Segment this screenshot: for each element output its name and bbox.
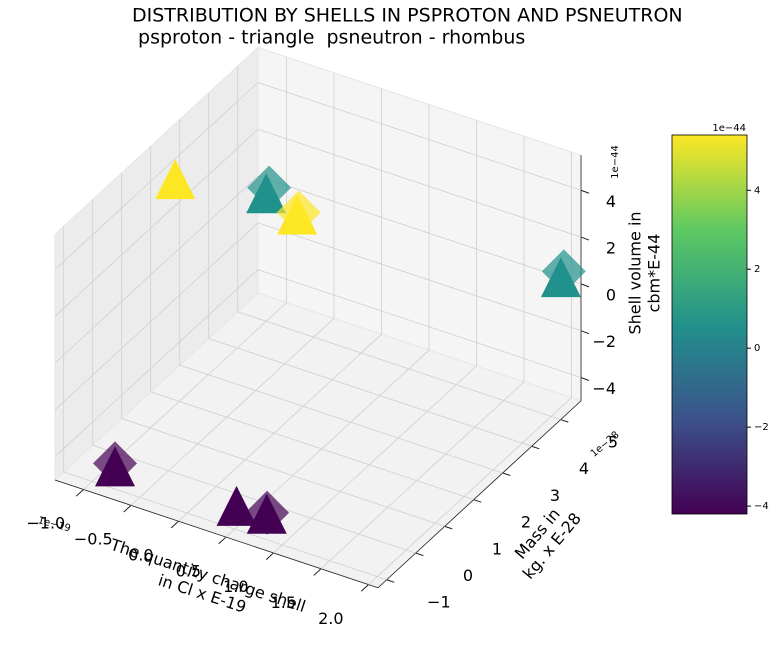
- y-tick-mark: [560, 419, 569, 423]
- chart-title: DISTRIBUTION BY SHELLS IN PSPROTON AND P…: [132, 5, 683, 27]
- colorbar: [671, 134, 748, 515]
- x-tick-label: 0.5: [176, 561, 201, 580]
- grid-line: [257, 269, 582, 378]
- y-tick-label: −1: [427, 593, 451, 612]
- y-tick-mark: [531, 445, 540, 450]
- z-tick-mark: [580, 377, 590, 381]
- y-tick-label: 1: [492, 539, 502, 558]
- grid-line: [54, 82, 259, 270]
- x-tick-mark: [360, 584, 369, 592]
- z-label-line: Shell volume in: [626, 211, 645, 334]
- x-tick-label: 2.0: [318, 609, 343, 628]
- y-tick-label: 4: [579, 459, 589, 478]
- z-tick-label: −4: [592, 379, 616, 398]
- z-label-line: cbm*E-44: [645, 234, 664, 313]
- rhombus-marker: [247, 165, 292, 210]
- x-tick-mark: [170, 520, 179, 529]
- y-tick-label: 2: [521, 513, 531, 532]
- triangle-marker: [216, 485, 257, 526]
- colorbar-tick-label: −2: [754, 422, 769, 433]
- axis-line: [377, 400, 582, 589]
- rhombus-marker: [276, 190, 321, 235]
- rhombus-marker: [541, 249, 586, 294]
- z-tick-label: 4: [606, 192, 616, 211]
- grid-line: [54, 269, 259, 457]
- x-tick-label: −1.0: [26, 514, 65, 533]
- colorbar-tick-label: −4: [754, 501, 769, 512]
- y-tick-label: 3: [550, 486, 560, 505]
- y-axis-label: Mass in kg. x E-28: [511, 505, 585, 583]
- colorbar-tick-label: 0: [754, 343, 760, 354]
- grid-line: [257, 175, 582, 285]
- axis-line: [54, 479, 379, 589]
- x-tick-mark: [265, 552, 274, 560]
- z-tick-mark: [580, 236, 590, 241]
- x-tick-mark: [218, 536, 227, 545]
- grid-line: [273, 365, 477, 554]
- grid-line: [150, 391, 474, 501]
- y-tick-mark: [386, 579, 395, 583]
- y-tick-mark: [444, 525, 453, 530]
- y-tick-mark: [473, 499, 482, 503]
- x-tick-label: −0.5: [74, 530, 113, 549]
- z-offset-text: 1e−44: [610, 145, 621, 179]
- colorbar-offset-text: 1e−44: [712, 123, 746, 134]
- grid-line: [54, 129, 259, 317]
- y-tick-label: 0: [463, 566, 473, 585]
- grid-line: [257, 82, 582, 191]
- grid-line: [368, 397, 572, 585]
- y-tick-mark: [502, 472, 511, 476]
- rhombus-marker: [93, 441, 137, 486]
- z-axis-label: Shell volume in cbm*E-44: [626, 211, 664, 334]
- y-tick-mark: [415, 552, 424, 557]
- grid-line: [63, 471, 387, 581]
- z-tick-label: 2: [606, 239, 616, 258]
- z-tick-label: −2: [592, 332, 616, 351]
- colorbar-tick-label: 4: [754, 185, 760, 196]
- grid-line: [179, 364, 503, 474]
- z-tick-mark: [580, 189, 590, 194]
- grid-line: [208, 338, 532, 447]
- x-tick-label: 1.0: [223, 577, 248, 596]
- x-tick-label: 1.5: [271, 593, 296, 612]
- triangle-marker: [155, 159, 196, 200]
- grid-line: [54, 222, 259, 411]
- y-tick-label: 5: [608, 433, 618, 452]
- x-tick-label: 0.0: [128, 545, 153, 564]
- x-tick-mark: [313, 568, 322, 576]
- grid-line: [92, 444, 416, 554]
- z-tick-mark: [580, 283, 590, 288]
- grid-line: [257, 222, 582, 332]
- grid-line: [130, 318, 335, 506]
- grid-line: [320, 381, 525, 570]
- z-tick-mark: [580, 330, 590, 335]
- grid-line: [237, 311, 561, 420]
- x-tick-mark: [123, 504, 132, 513]
- grid-line: [178, 334, 382, 522]
- rhombus-marker: [245, 490, 290, 535]
- x-tick-mark: [75, 489, 84, 497]
- grid-line: [54, 175, 259, 364]
- grid-line: [257, 128, 582, 238]
- colorbar-tick-label: 2: [754, 264, 760, 275]
- grid-line: [121, 418, 445, 527]
- chart-subtitle: psproton - triangle psneutron - rhombus: [132, 27, 525, 49]
- z-tick-label: 0: [606, 285, 616, 304]
